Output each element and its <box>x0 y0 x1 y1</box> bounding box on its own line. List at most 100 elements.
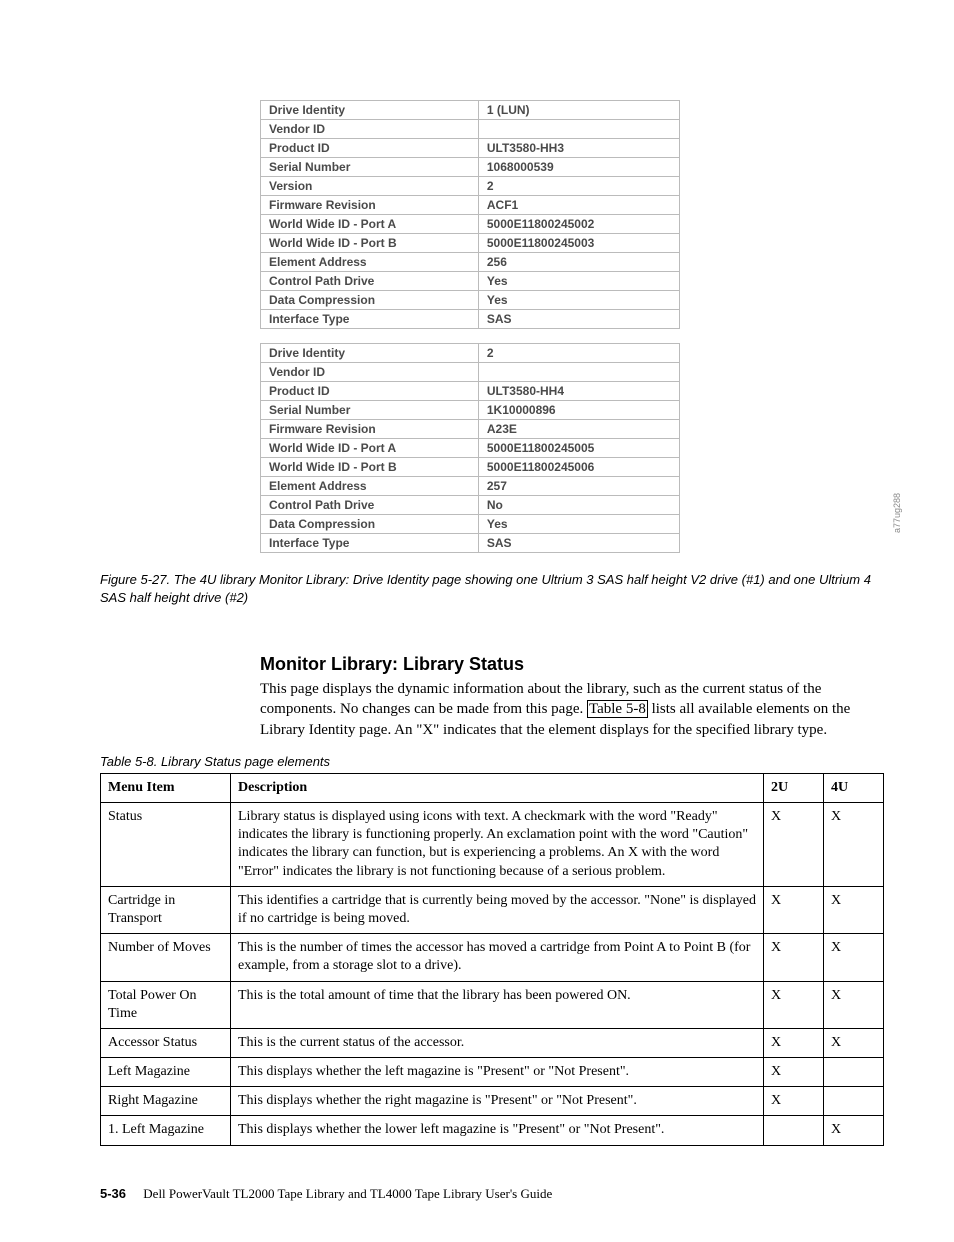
col-menu-item: Menu Item <box>101 773 231 802</box>
drive2-row-label: Interface Type <box>261 534 479 553</box>
figure-code: a77ug288 <box>892 493 902 533</box>
cell-menu: Number of Moves <box>101 934 231 981</box>
drive2-header-value: 2 <box>478 344 679 363</box>
cell-desc: This is the current status of the access… <box>231 1028 764 1057</box>
col-4u: 4U <box>824 773 884 802</box>
table-row: Data CompressionYes <box>261 291 680 310</box>
cell-u2: X <box>764 886 824 933</box>
drive1-row-label: Vendor ID <box>261 120 479 139</box>
drive1-header-value: 1 (LUN) <box>478 101 679 120</box>
cell-u2: X <box>764 1087 824 1116</box>
col-description: Description <box>231 773 764 802</box>
cell-u2 <box>764 1116 824 1145</box>
section-body: This page displays the dynamic informati… <box>260 679 884 740</box>
drive1-header-label: Drive Identity <box>261 101 479 120</box>
drive2-row-value: A23E <box>478 420 679 439</box>
cell-u2: X <box>764 981 824 1028</box>
figure-caption: Figure 5-27. The 4U library Monitor Libr… <box>100 571 884 606</box>
drive2-row-label: Serial Number <box>261 401 479 420</box>
table-row: Interface TypeSAS <box>261 534 680 553</box>
table-row: Accessor StatusThis is the current statu… <box>101 1028 884 1057</box>
drive1-row-label: Version <box>261 177 479 196</box>
cell-u2: X <box>764 1028 824 1057</box>
cell-desc: This displays whether the left magazine … <box>231 1058 764 1087</box>
drive2-row-value: 257 <box>478 477 679 496</box>
cell-desc: This displays whether the right magazine… <box>231 1087 764 1116</box>
table-caption: Table 5-8. Library Status page elements <box>100 754 884 769</box>
table-row: World Wide ID - Port B5000E11800245006 <box>261 458 680 477</box>
table-row: Element Address256 <box>261 253 680 272</box>
drive2-row-value: No <box>478 496 679 515</box>
drive2-row-label: Data Compression <box>261 515 479 534</box>
drive1-row-label: World Wide ID - Port B <box>261 234 479 253</box>
cell-u2: X <box>764 803 824 887</box>
table-row: Cartridge in TransportThis identifies a … <box>101 886 884 933</box>
cell-u4: X <box>824 1028 884 1057</box>
table-row: 1. Left MagazineThis displays whether th… <box>101 1116 884 1145</box>
cell-menu: Cartridge in Transport <box>101 886 231 933</box>
drive2-row-value: SAS <box>478 534 679 553</box>
table-5-8-link[interactable]: Table 5-8 <box>587 700 648 718</box>
library-status-elements-table: Menu Item Description 2U 4U StatusLibrar… <box>100 773 884 1146</box>
cell-u2: X <box>764 1058 824 1087</box>
section-heading: Monitor Library: Library Status <box>260 654 884 675</box>
cell-u4: X <box>824 934 884 981</box>
drive1-row-value: 1068000539 <box>478 158 679 177</box>
drive2-row-label: Firmware Revision <box>261 420 479 439</box>
page-root: Drive Identity 1 (LUN) Vendor IDProduct … <box>0 0 954 1242</box>
cell-menu: Total Power On Time <box>101 981 231 1028</box>
drive1-row-value: 2 <box>478 177 679 196</box>
cell-desc: Library status is displayed using icons … <box>231 803 764 887</box>
cell-desc: This displays whether the lower left mag… <box>231 1116 764 1145</box>
cell-u2: X <box>764 934 824 981</box>
drive-identity-table-2: Drive Identity 2 Vendor IDProduct IDULT3… <box>260 343 680 553</box>
drive2-row-label: Vendor ID <box>261 363 479 382</box>
drive1-row-label: Firmware Revision <box>261 196 479 215</box>
table-row: Vendor ID <box>261 363 680 382</box>
table-row: Left MagazineThis displays whether the l… <box>101 1058 884 1087</box>
drive1-row-value: Yes <box>478 272 679 291</box>
drive2-row-value <box>478 363 679 382</box>
table-row: World Wide ID - Port B5000E11800245003 <box>261 234 680 253</box>
drive1-row-value: 5000E11800245003 <box>478 234 679 253</box>
cell-u4 <box>824 1058 884 1087</box>
table-row: Right MagazineThis displays whether the … <box>101 1087 884 1116</box>
cell-u4: X <box>824 1116 884 1145</box>
cell-desc: This identifies a cartridge that is curr… <box>231 886 764 933</box>
cell-menu: Right Magazine <box>101 1087 231 1116</box>
cell-u4: X <box>824 803 884 887</box>
table-row: Control Path DriveYes <box>261 272 680 291</box>
table-row: Product IDULT3580-HH3 <box>261 139 680 158</box>
drive1-row-label: Control Path Drive <box>261 272 479 291</box>
cell-u4: X <box>824 886 884 933</box>
table-row: Number of MovesThis is the number of tim… <box>101 934 884 981</box>
footer-title: Dell PowerVault TL2000 Tape Library and … <box>143 1186 552 1201</box>
drive2-row-label: World Wide ID - Port A <box>261 439 479 458</box>
cell-menu: 1. Left Magazine <box>101 1116 231 1145</box>
table-row: Serial Number1K10000896 <box>261 401 680 420</box>
table-row: World Wide ID - Port A5000E11800245005 <box>261 439 680 458</box>
drive1-row-value: Yes <box>478 291 679 310</box>
drive2-row-label: Element Address <box>261 477 479 496</box>
table-row: Total Power On TimeThis is the total amo… <box>101 981 884 1028</box>
cell-desc: This is the number of times the accessor… <box>231 934 764 981</box>
drive2-row-value: 1K10000896 <box>478 401 679 420</box>
page-number: 5-36 <box>100 1186 126 1201</box>
table-row: Data CompressionYes <box>261 515 680 534</box>
col-2u: 2U <box>764 773 824 802</box>
cell-u4 <box>824 1087 884 1116</box>
drive2-row-value: 5000E11800245005 <box>478 439 679 458</box>
table-row: StatusLibrary status is displayed using … <box>101 803 884 887</box>
drive1-row-value <box>478 120 679 139</box>
drive2-row-value: Yes <box>478 515 679 534</box>
cell-menu: Accessor Status <box>101 1028 231 1057</box>
drive1-row-value: ULT3580-HH3 <box>478 139 679 158</box>
table-row: Interface TypeSAS <box>261 310 680 329</box>
drive1-row-value: 5000E11800245002 <box>478 215 679 234</box>
drive-identity-tables: Drive Identity 1 (LUN) Vendor IDProduct … <box>260 100 884 553</box>
drive-identity-table-1: Drive Identity 1 (LUN) Vendor IDProduct … <box>260 100 680 329</box>
drive-identity-table-2-wrap: Drive Identity 2 Vendor IDProduct IDULT3… <box>260 343 884 553</box>
table-row: Firmware RevisionACF1 <box>261 196 680 215</box>
drive1-row-value: ACF1 <box>478 196 679 215</box>
drive1-row-label: Element Address <box>261 253 479 272</box>
